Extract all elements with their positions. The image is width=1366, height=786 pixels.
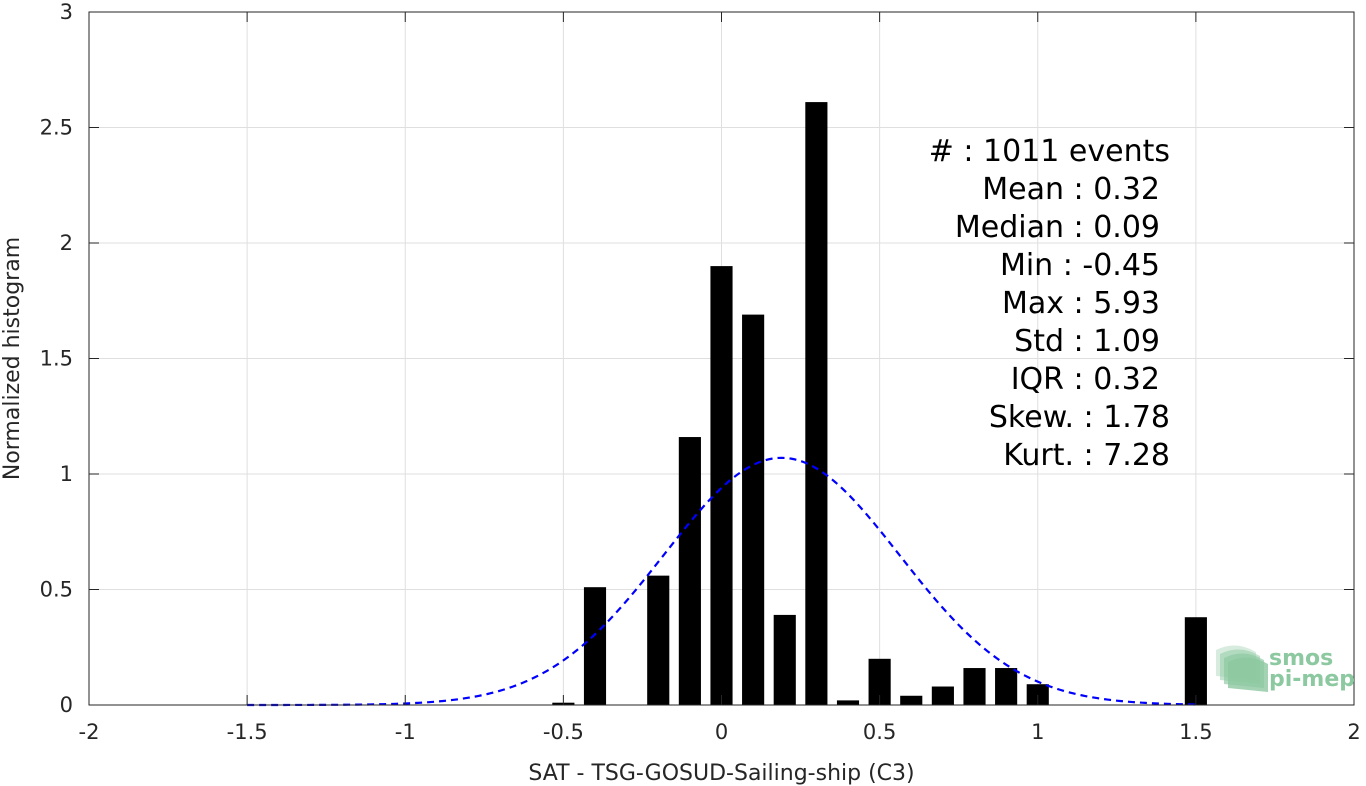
histogram-bar xyxy=(647,575,670,705)
histogram-bar xyxy=(836,700,860,705)
histogram-bar xyxy=(583,587,607,705)
y-tick-labels: 0 0.5 1 1.5 2 2.5 3 xyxy=(40,0,73,717)
x-tick-label: -1 xyxy=(395,720,416,744)
stat-line: # : 1011 events xyxy=(929,134,1170,169)
stat-line: Kurt. : 7.28 xyxy=(1003,438,1170,473)
stat-line: Std : 1.09 xyxy=(1014,324,1160,359)
y-tick-label: 1.5 xyxy=(40,347,73,371)
x-axis-label: SAT - TSG-GOSUD-Sailing-ship (C3) xyxy=(528,761,914,786)
x-tick-label: 0.5 xyxy=(863,720,896,744)
histogram-bar xyxy=(805,102,828,706)
x-tick-label: 2 xyxy=(1347,720,1360,744)
stat-line: Max : 5.93 xyxy=(1002,286,1160,321)
stat-line: Median : 0.09 xyxy=(955,210,1160,245)
x-tick-label: 0 xyxy=(715,720,728,744)
histogram-bar xyxy=(931,686,954,705)
y-tick-label: 2 xyxy=(60,231,73,255)
logo-text-smos: smos xyxy=(1269,646,1333,671)
histogram-bar xyxy=(963,668,986,705)
histogram-bar xyxy=(868,658,891,705)
x-tick-label: -0.5 xyxy=(543,720,584,744)
x-tick-label: -1.5 xyxy=(227,720,268,744)
x-tick-labels: -2 -1.5 -1 -0.5 0 0.5 1 1.5 2 xyxy=(79,720,1361,744)
histogram-bar xyxy=(678,437,701,705)
axes-frame xyxy=(88,11,1355,706)
y-tick-label: 2.5 xyxy=(40,116,73,140)
stat-line: Min : -0.45 xyxy=(1000,248,1160,283)
histogram-bar xyxy=(742,314,765,705)
stat-line: IQR : 0.32 xyxy=(1011,362,1160,397)
x-tick-label: 1.5 xyxy=(1179,720,1212,744)
y-tick-label: 3 xyxy=(60,0,73,24)
y-axis-label: Normalized histogram xyxy=(0,237,25,480)
y-tick-label: 0.5 xyxy=(40,578,73,602)
histogram-bar xyxy=(1184,617,1207,705)
histogram-bar xyxy=(710,266,733,705)
histogram-bar xyxy=(995,668,1018,705)
histogram-bar xyxy=(1026,684,1049,705)
y-tick-label: 0 xyxy=(60,693,73,717)
logo-text-pimep: pi-mep xyxy=(1269,667,1355,692)
y-tick-label: 1 xyxy=(60,462,73,486)
histogram-bar xyxy=(900,695,923,705)
stat-line: Mean : 0.32 xyxy=(982,172,1160,207)
histogram-bars xyxy=(552,102,1207,706)
x-tick-label: -2 xyxy=(79,720,100,744)
stat-line: Skew. : 1.78 xyxy=(989,400,1170,435)
histogram-bar xyxy=(773,614,796,705)
logo-wave-icon xyxy=(1228,657,1268,692)
x-tick-label: 1 xyxy=(1031,720,1044,744)
